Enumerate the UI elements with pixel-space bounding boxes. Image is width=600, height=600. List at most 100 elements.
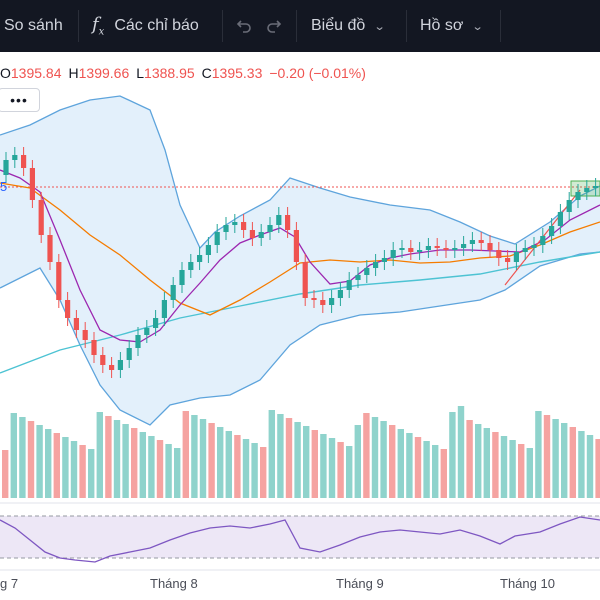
candle-body bbox=[12, 155, 18, 160]
candle-body bbox=[496, 250, 502, 258]
indicators-label: Các chỉ báo bbox=[114, 17, 199, 34]
volume-bar bbox=[70, 441, 78, 498]
toolbar-divider bbox=[500, 10, 501, 42]
ohlc-legend: O 1395.84 H 1399.66 L 1388.95 C 1395.33 −0.2… bbox=[0, 62, 366, 84]
candle-body bbox=[179, 270, 185, 285]
volume-bar bbox=[45, 429, 52, 498]
open-value: 1395.84 bbox=[10, 65, 62, 81]
low-key: L bbox=[136, 65, 145, 81]
chevron-down-icon: ⌄ bbox=[472, 20, 484, 33]
candle-body bbox=[434, 246, 440, 248]
candle-body bbox=[320, 300, 326, 305]
candle-body bbox=[469, 240, 475, 244]
profile-dropdown[interactable]: Hồ sơ ⌄ bbox=[420, 0, 484, 52]
volume-bar bbox=[328, 438, 336, 498]
volume-bar bbox=[199, 419, 207, 498]
candle-body bbox=[3, 160, 9, 175]
candle-body bbox=[197, 255, 203, 262]
volume-bar bbox=[552, 419, 559, 498]
candle-body bbox=[566, 200, 572, 212]
candle-body bbox=[461, 244, 467, 248]
chart-type-dropdown[interactable]: Biểu đồ ⌄ bbox=[311, 0, 386, 52]
volume-bar bbox=[234, 435, 241, 498]
volume-bar bbox=[500, 436, 508, 498]
volume-bar bbox=[191, 415, 198, 498]
volume-bar bbox=[466, 420, 473, 498]
compare-button[interactable]: So sánh bbox=[4, 0, 63, 52]
candle-body bbox=[188, 262, 194, 270]
volume-bar bbox=[96, 412, 103, 498]
volume-bar bbox=[586, 435, 594, 498]
bollinger-lower-line bbox=[0, 251, 600, 426]
candle-body bbox=[241, 222, 247, 230]
candle-body bbox=[161, 300, 167, 318]
volume-bar bbox=[595, 439, 600, 498]
candle-body bbox=[311, 298, 317, 300]
volume-bar bbox=[268, 410, 275, 498]
volume-bar bbox=[62, 437, 69, 498]
indicators-button[interactable]: fx Các chỉ báo bbox=[92, 0, 199, 52]
redo-button[interactable] bbox=[264, 0, 284, 52]
candle-body bbox=[117, 360, 123, 370]
candle-body bbox=[513, 252, 519, 262]
top-toolbar: So sánh fx Các chỉ báo Biểu đồ ⌄ Hồ sơ ⌄ bbox=[0, 0, 600, 52]
volume-bar bbox=[380, 421, 387, 498]
profile-label: Hồ sơ bbox=[420, 17, 464, 34]
candle-body bbox=[505, 258, 511, 262]
toolbar-divider bbox=[406, 10, 407, 42]
candle-body bbox=[364, 268, 370, 275]
volume-bar bbox=[337, 442, 344, 498]
volume-bar bbox=[165, 444, 172, 498]
volume-bar bbox=[105, 416, 112, 498]
volume-bar bbox=[277, 414, 284, 498]
candle-body bbox=[399, 248, 405, 250]
time-axis-label: Tháng 10 bbox=[500, 576, 555, 591]
rsi-band bbox=[0, 516, 600, 558]
volume-bar bbox=[174, 448, 181, 498]
candle-body bbox=[425, 246, 431, 250]
candle-body bbox=[249, 230, 255, 238]
volume-bar bbox=[363, 413, 370, 498]
volume-bar bbox=[440, 449, 447, 498]
candle-body bbox=[417, 250, 423, 252]
candle-body bbox=[267, 225, 273, 232]
candle-body bbox=[205, 245, 211, 255]
candle-body bbox=[557, 212, 563, 226]
volume-bar bbox=[217, 427, 224, 498]
volume-bar bbox=[113, 420, 121, 498]
candle-body bbox=[487, 243, 493, 250]
change-value: −0.20 (−0.01%) bbox=[269, 65, 366, 81]
price-tag-fragment: 5 bbox=[0, 179, 8, 194]
candle-body bbox=[47, 235, 53, 262]
undo-icon bbox=[236, 20, 251, 33]
volume-bar bbox=[242, 439, 250, 498]
candle-body bbox=[100, 355, 106, 365]
volume-bar bbox=[518, 444, 525, 498]
more-options-button[interactable]: ••• bbox=[0, 88, 40, 112]
volume-bar bbox=[509, 440, 516, 498]
candle-body bbox=[65, 300, 71, 318]
volume-bar bbox=[354, 425, 361, 498]
candle-body bbox=[390, 250, 396, 258]
candle-body bbox=[549, 226, 555, 236]
candle-body bbox=[232, 222, 238, 225]
candle-body bbox=[540, 236, 546, 245]
candle-body bbox=[373, 262, 379, 268]
price-chart[interactable]: g 7 Tháng 8 Tháng 9 Tháng 10 bbox=[0, 52, 600, 600]
volume-bar bbox=[53, 433, 60, 498]
candle-body bbox=[329, 298, 335, 305]
candle-body bbox=[355, 275, 361, 280]
compare-label: So sánh bbox=[4, 17, 63, 34]
chart-type-label: Biểu đồ bbox=[311, 17, 366, 34]
candle-body bbox=[38, 200, 44, 235]
volume-bar bbox=[432, 445, 439, 498]
undo-button[interactable] bbox=[234, 0, 254, 52]
volume-bar bbox=[10, 413, 17, 498]
volume-bar bbox=[285, 418, 293, 498]
volume-bar bbox=[260, 447, 267, 498]
toolbar-divider bbox=[78, 10, 79, 42]
candle-body bbox=[144, 328, 150, 335]
candle-body bbox=[478, 240, 484, 243]
redo-icon bbox=[267, 20, 282, 33]
candle-body bbox=[408, 248, 414, 252]
